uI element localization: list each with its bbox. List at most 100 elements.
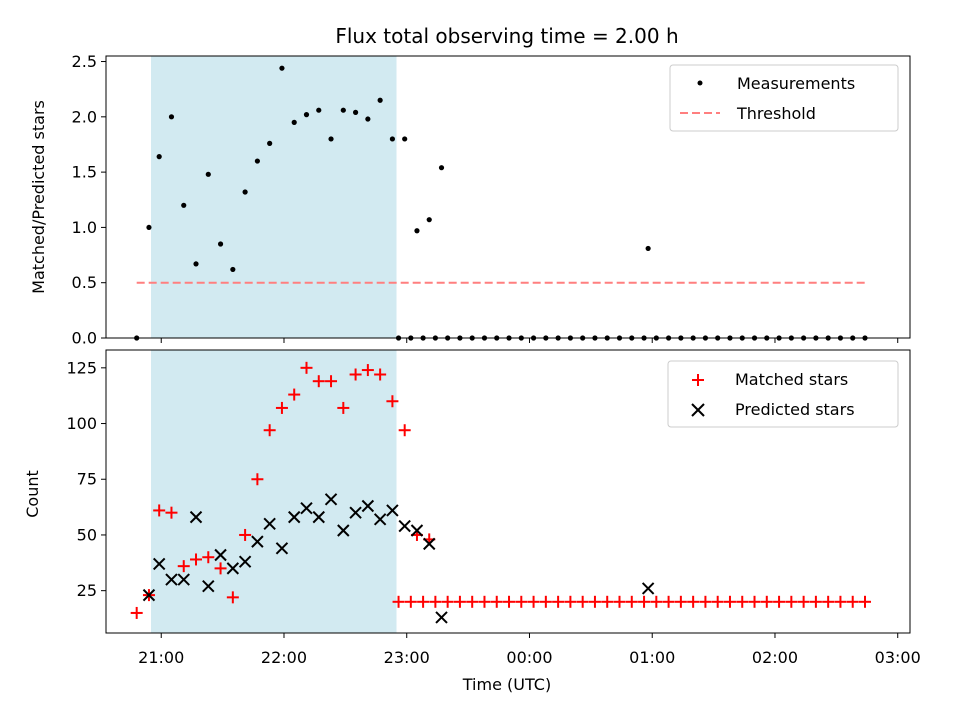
ratio-legend: Measurements Threshold bbox=[669, 64, 899, 132]
count-plot-area bbox=[130, 361, 871, 624]
measurement-point bbox=[426, 217, 432, 223]
matched-star-point bbox=[300, 361, 313, 374]
matched-star-point bbox=[288, 388, 301, 401]
measurement-point bbox=[205, 171, 211, 177]
measurements-legend-marker bbox=[697, 80, 703, 86]
ratio-y-tick-label: 0.5 bbox=[72, 273, 97, 292]
matched-star-point bbox=[153, 504, 166, 517]
matched-star-point bbox=[177, 560, 190, 573]
count-x-axis-label: Time (UTC) bbox=[462, 675, 551, 694]
predicted-legend-label: Predicted stars bbox=[735, 400, 855, 419]
predicted-star-point bbox=[152, 557, 166, 571]
matched-star-point bbox=[846, 595, 859, 608]
count-x-tick-label: 02:00 bbox=[752, 648, 798, 667]
ratio-y-tick-label: 1.5 bbox=[72, 163, 97, 182]
measurement-point bbox=[645, 245, 651, 252]
matched-star-point bbox=[834, 595, 847, 608]
count-panel: 25 50 75 100 125 21:00 22:00 23:00 00:00 01:00 02… bbox=[23, 349, 921, 694]
predicted-star-point bbox=[312, 510, 325, 524]
ratio-panel: 0.0 0.5 1.0 1.5 2.0 2.5 Matched/Predicted sta… bbox=[29, 52, 911, 348]
matched-star-point bbox=[490, 595, 503, 608]
matched-star-point bbox=[773, 595, 786, 608]
matched-star-point bbox=[662, 595, 675, 608]
count-x-tick-label: 01:00 bbox=[629, 648, 675, 667]
predicted-star-point bbox=[373, 513, 387, 526]
matched-star-point bbox=[785, 595, 798, 608]
measurement-point bbox=[254, 158, 260, 164]
matched-star-point bbox=[527, 595, 540, 608]
matched-star-point bbox=[822, 595, 835, 608]
matched-star-point bbox=[130, 606, 143, 619]
measurement-point bbox=[328, 136, 334, 142]
measurement-point bbox=[291, 119, 297, 125]
matched-star-point bbox=[165, 506, 178, 519]
predicted-star-point bbox=[641, 582, 655, 595]
matched-star-point bbox=[239, 528, 252, 541]
matched-star-point bbox=[503, 595, 516, 608]
matched-star-point bbox=[466, 595, 479, 608]
matched-star-point bbox=[275, 401, 288, 414]
predicted-star-point bbox=[324, 493, 338, 506]
matched-star-point bbox=[736, 595, 749, 608]
matched-star-point bbox=[453, 595, 466, 608]
count-axes-frame bbox=[105, 349, 911, 634]
matched-star-point bbox=[760, 595, 773, 608]
matched-star-point bbox=[613, 595, 626, 608]
matched-star-point bbox=[398, 424, 411, 437]
predicted-star-point bbox=[349, 506, 362, 519]
matched-star-point bbox=[687, 595, 700, 608]
matched-star-point bbox=[699, 595, 712, 608]
predicted-star-point bbox=[435, 611, 448, 624]
matched-star-point bbox=[202, 551, 215, 564]
matched-star-point bbox=[576, 595, 589, 608]
measurement-point bbox=[242, 189, 248, 195]
measurement-point bbox=[303, 112, 310, 118]
count-legend-box bbox=[667, 360, 899, 428]
matched-star-point bbox=[263, 424, 276, 437]
predicted-star-point bbox=[398, 519, 411, 533]
ratio-y-axis-label: Matched/Predicted stars bbox=[29, 100, 48, 294]
predicted-star-point bbox=[177, 573, 190, 586]
predicted-star-point bbox=[202, 579, 215, 593]
matched-star-point bbox=[226, 591, 239, 604]
matched-star-point bbox=[404, 595, 417, 608]
matched-legend-marker bbox=[692, 374, 704, 386]
predicted-star-point bbox=[361, 499, 375, 513]
measurement-point bbox=[389, 136, 396, 142]
matched-star-point bbox=[748, 595, 761, 608]
measurement-point bbox=[340, 107, 346, 113]
count-x-tick-label: 00:00 bbox=[506, 648, 552, 667]
matched-legend-label: Matched stars bbox=[735, 370, 848, 389]
ratio-shaded-region bbox=[151, 56, 397, 338]
matched-star-point bbox=[214, 562, 227, 575]
predicted-star-point bbox=[275, 542, 289, 555]
ratio-y-ticks: 0.0 0.5 1.0 1.5 2.0 2.5 bbox=[72, 52, 106, 348]
matched-star-point bbox=[588, 595, 601, 608]
count-x-ticks: 21:00 22:00 23:00 00:00 01:00 02:00 03:00 bbox=[138, 633, 921, 667]
count-y-tick-label: 50 bbox=[77, 525, 97, 544]
matched-star-point bbox=[539, 595, 552, 608]
matched-star-point bbox=[190, 553, 203, 566]
count-y-tick-label: 75 bbox=[77, 470, 97, 489]
matched-star-point bbox=[417, 595, 430, 608]
measurement-point bbox=[402, 136, 408, 142]
matched-star-point bbox=[564, 595, 577, 608]
predicted-star-point bbox=[251, 535, 264, 548]
predicted-star-point bbox=[386, 504, 399, 517]
matched-star-point bbox=[361, 364, 374, 377]
matched-star-point bbox=[638, 595, 651, 608]
predicted-legend-marker bbox=[691, 403, 705, 417]
ratio-y-tick-label: 2.0 bbox=[72, 107, 97, 126]
predicted-star-point bbox=[300, 502, 313, 515]
measurement-point bbox=[217, 241, 224, 247]
measurement-point bbox=[377, 97, 383, 103]
predicted-star-point bbox=[263, 517, 276, 531]
measurement-point bbox=[156, 154, 162, 160]
matched-star-point bbox=[601, 595, 614, 608]
measurement-point bbox=[438, 165, 445, 171]
count-x-tick-label: 21:00 bbox=[138, 648, 184, 667]
matched-star-point bbox=[797, 595, 810, 608]
matched-star-point bbox=[858, 595, 871, 608]
matched-star-point bbox=[251, 473, 264, 486]
